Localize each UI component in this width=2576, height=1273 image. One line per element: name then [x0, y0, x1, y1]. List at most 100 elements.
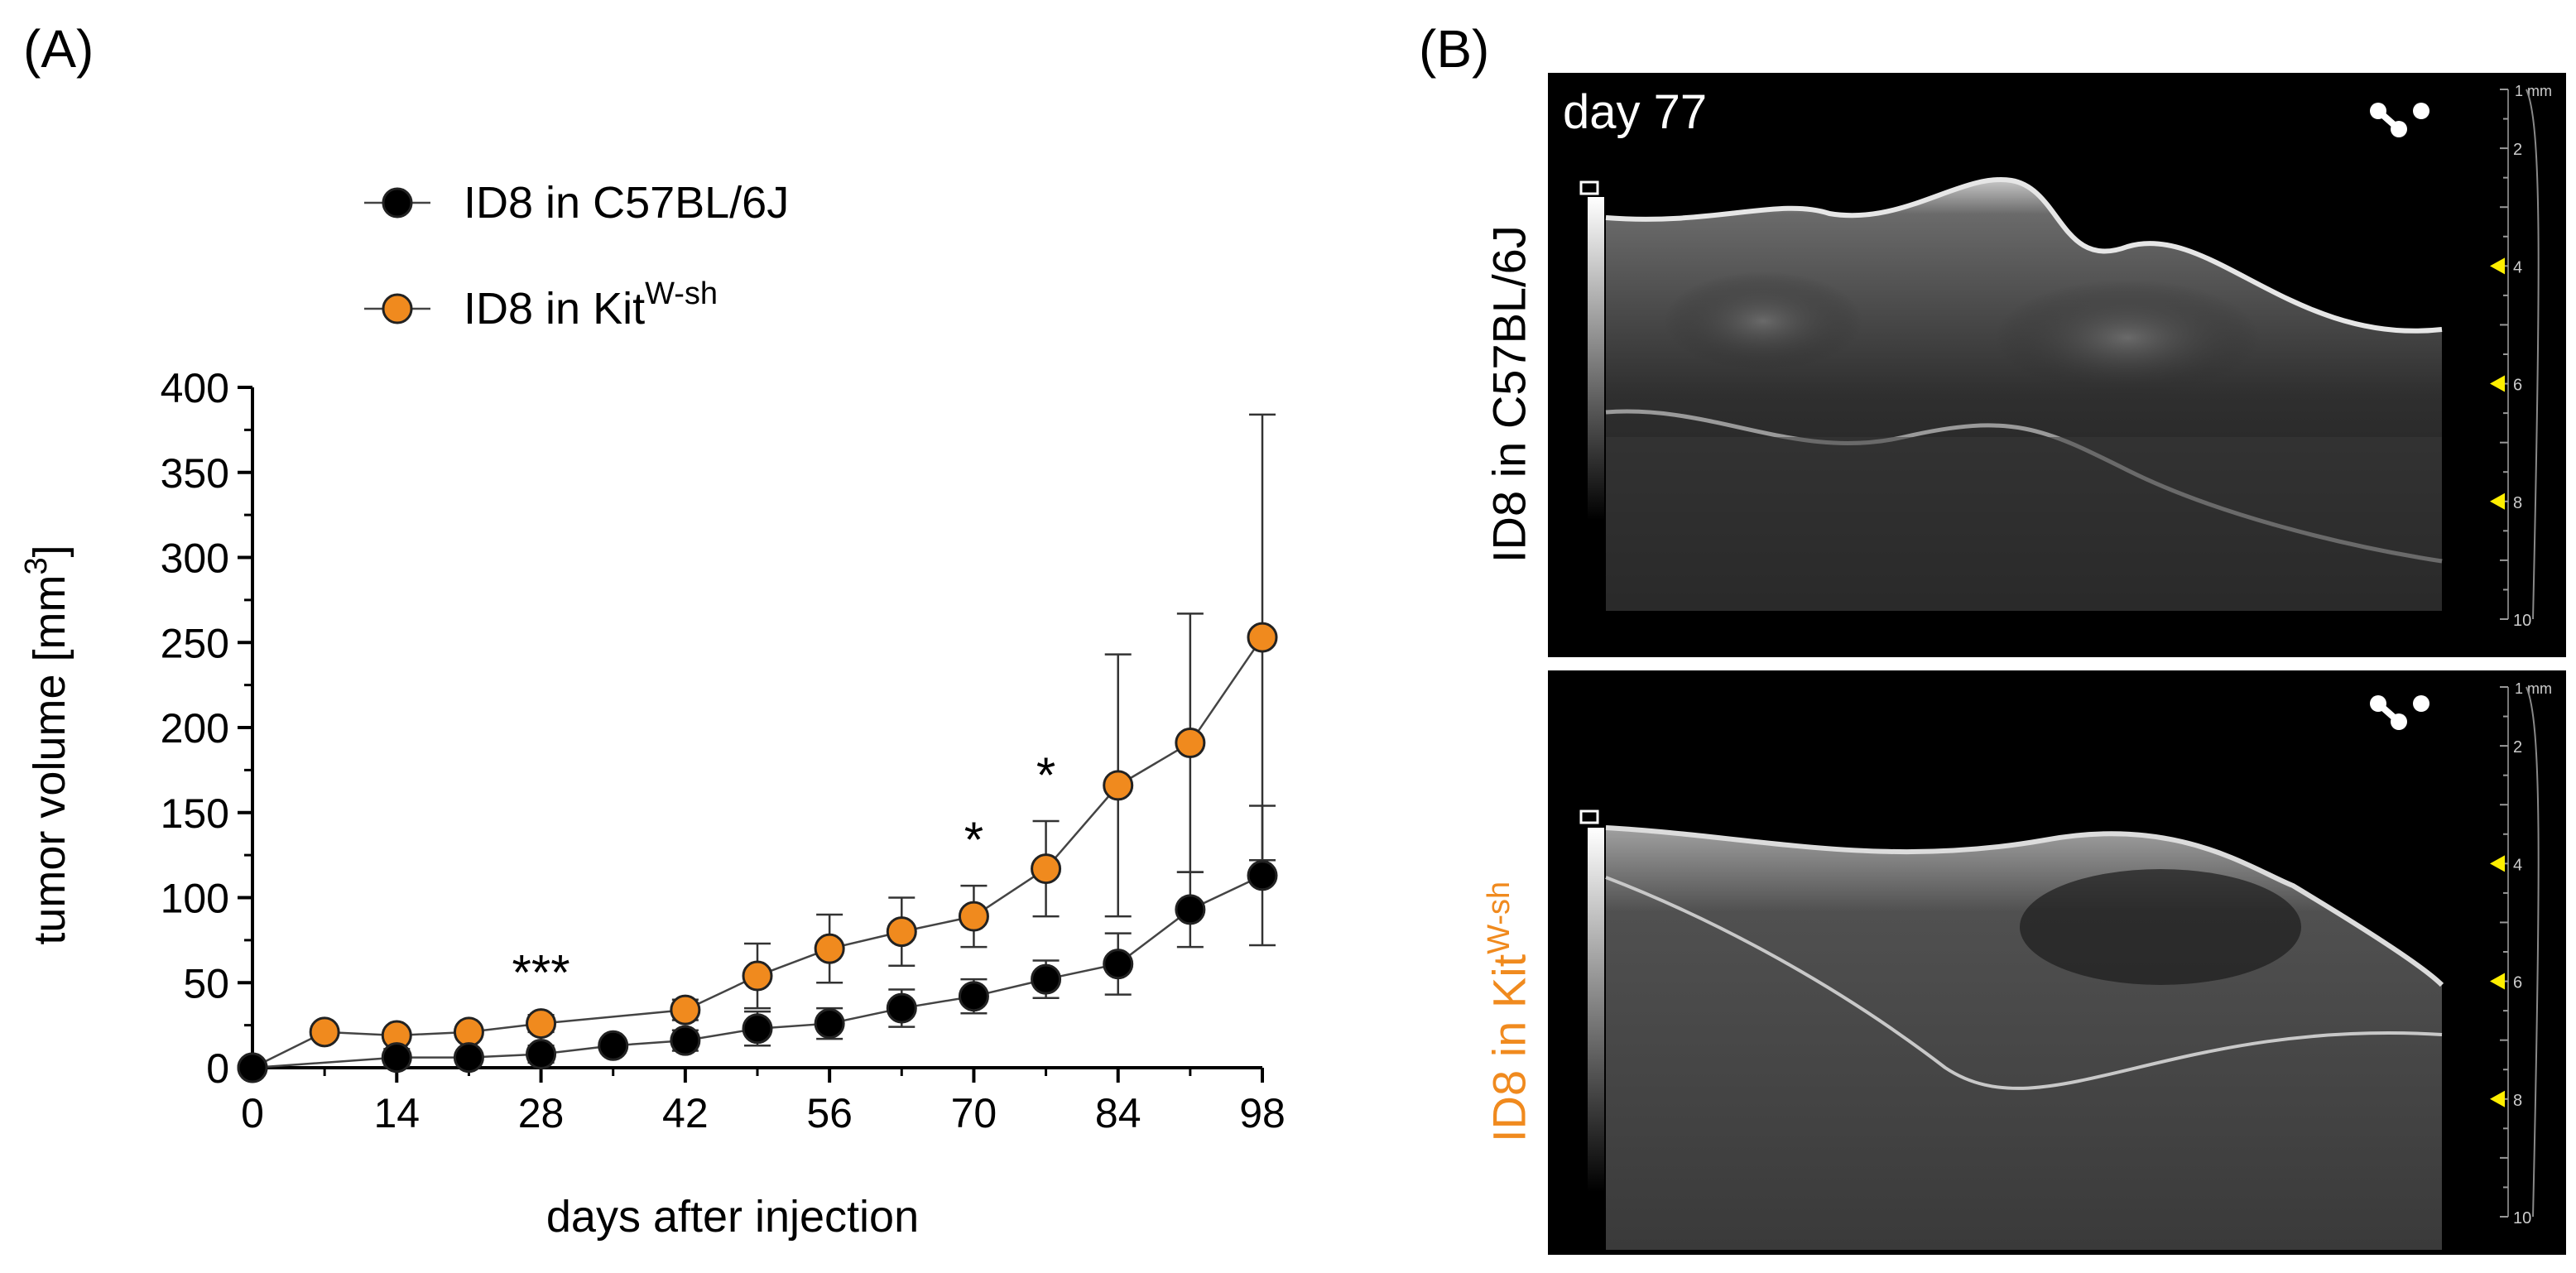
chart-plot-area: ***** [237, 413, 1278, 1083]
legend-label-main: ID8 in Kit [464, 284, 645, 334]
data-point [237, 1052, 268, 1083]
y-axis-label-sup: 3 [19, 557, 54, 574]
depth-tick-label: 6 [2513, 974, 2522, 992]
depth-tick-label: 8 [2513, 1092, 2522, 1110]
depth-tick-label: 8 [2513, 494, 2522, 512]
panel-b-label: (B) [1419, 19, 1490, 79]
profile-curve [2526, 89, 2540, 620]
data-point [526, 1008, 557, 1040]
data-point [886, 992, 917, 1024]
y-tick-label: 300 [161, 536, 229, 582]
legend-item: ID8 in KitW-sh [364, 276, 718, 334]
data-point [598, 1030, 629, 1061]
depth-marker-icon [2490, 375, 2505, 392]
x-tick-label: 98 [1239, 1090, 1286, 1136]
row-label-bottom-sup: W-sh [1482, 881, 1516, 954]
y-tick-label: 250 [161, 620, 229, 666]
x-tick-label: 84 [1095, 1090, 1141, 1136]
day-label: day 77 [1563, 85, 1708, 139]
data-point [1247, 622, 1278, 653]
depth-marker-icon [2490, 257, 2505, 275]
ultrasound-image-bottom: 1 mm 2 4 6 8 10 [1548, 670, 2566, 1255]
scale-marker-icon [1579, 180, 1599, 195]
depth-tick-label: 4 [2513, 856, 2522, 874]
data-point [453, 1042, 484, 1074]
data-point [381, 1042, 412, 1074]
data-point [958, 981, 989, 1012]
depth-marker-icon [2490, 1090, 2505, 1107]
grayscale-bar [1588, 197, 1604, 520]
data-point [526, 1039, 557, 1070]
data-point [1031, 963, 1062, 995]
grayscale-bar [1588, 828, 1604, 1192]
logo-icon [2370, 103, 2429, 137]
ultrasound-image-top: day 77 1 mm 2 4 6 8 10 [1548, 73, 2566, 657]
x-tick-label: 28 [518, 1090, 565, 1136]
data-point [453, 1016, 484, 1048]
x-tick-label: 14 [373, 1090, 420, 1136]
y-tick-label: 100 [161, 876, 229, 922]
profile-curve [2526, 686, 2540, 1218]
depth-tick-label: 10 [2513, 612, 2531, 630]
depth-tick-label: 2 [2513, 141, 2522, 159]
ultrasound-graphic-bottom [1579, 695, 2444, 1250]
depth-unit-label: 1 mm [2515, 83, 2552, 99]
depth-tick-label: 10 [2513, 1209, 2531, 1227]
y-tick-label: 150 [161, 790, 229, 837]
data-point [1103, 770, 1134, 801]
depth-marker-icon [2490, 855, 2505, 872]
depth-tick-label: 4 [2513, 258, 2522, 276]
significance-label: *** [512, 944, 570, 1000]
y-tick-label: 400 [161, 365, 229, 411]
data-point [309, 1016, 340, 1048]
y-tick-label: 200 [161, 705, 229, 752]
legend-marker [382, 187, 413, 219]
y-tick-label: 0 [206, 1045, 229, 1092]
logo-icon [2370, 695, 2429, 730]
data-point [670, 994, 701, 1026]
data-point [958, 901, 989, 932]
data-point [742, 1013, 773, 1045]
data-point [1175, 727, 1206, 758]
x-axis-label: days after injection [546, 1192, 919, 1242]
data-point [886, 916, 917, 948]
legend-item: ID8 in C57BL/6J [364, 178, 789, 228]
significance-label: * [1036, 747, 1055, 803]
chart-legend: ID8 in C57BL/6J ID8 in KitW-sh [364, 178, 789, 334]
depth-unit-label: 1 mm [2515, 680, 2552, 697]
x-tick-label: 70 [951, 1090, 997, 1136]
legend-label-main: ID8 in C57BL/6J [464, 178, 789, 228]
y-axis-label-main: tumor volume [mm [25, 575, 74, 945]
depth-scale-bottom: 1 mm 2 4 6 8 10 [2490, 680, 2552, 1227]
depth-marker-icon [2490, 492, 2505, 510]
tumor-volume-chart: ID8 in C57BL/6J ID8 in KitW-sh 0 50 100 150 2… [19, 178, 1286, 1242]
data-point [1247, 860, 1278, 891]
data-point [670, 1025, 701, 1056]
y-tick-label: 50 [183, 960, 229, 1006]
depth-scale-top: 1 mm 2 4 6 8 10 [2490, 83, 2552, 630]
series-kitwsh [237, 413, 1278, 1083]
data-point [814, 933, 845, 964]
x-tick-label: 56 [806, 1090, 853, 1136]
x-tick-label: 42 [662, 1090, 709, 1136]
chart-axes: 0 50 100 150 200 250 300 350 400 0 14 28 42 56 70 84 98 [161, 365, 1286, 1136]
data-point [814, 1008, 845, 1040]
x-tick-label: 0 [241, 1090, 264, 1136]
row-label-top: ID8 in C57BL/6J [1482, 225, 1536, 563]
row-label-top-text: ID8 in C57BL/6J [1483, 225, 1536, 563]
depth-marker-icon [2490, 973, 2505, 990]
legend-marker [382, 293, 413, 324]
data-point [1031, 853, 1062, 885]
depth-tick-label: 6 [2513, 377, 2522, 395]
panel-a-label: (A) [23, 19, 94, 79]
series-c57bl6j [237, 805, 1278, 1083]
scale-marker-icon [1579, 809, 1599, 824]
legend-label-sup: W-sh [645, 276, 718, 311]
y-axis-label-end: ] [25, 545, 74, 557]
y-tick-label: 350 [161, 450, 229, 497]
depth-tick-label: 2 [2513, 738, 2522, 757]
ultrasound-graphic-top [1579, 103, 2443, 611]
significance-label: * [964, 812, 983, 867]
data-point [742, 960, 773, 992]
